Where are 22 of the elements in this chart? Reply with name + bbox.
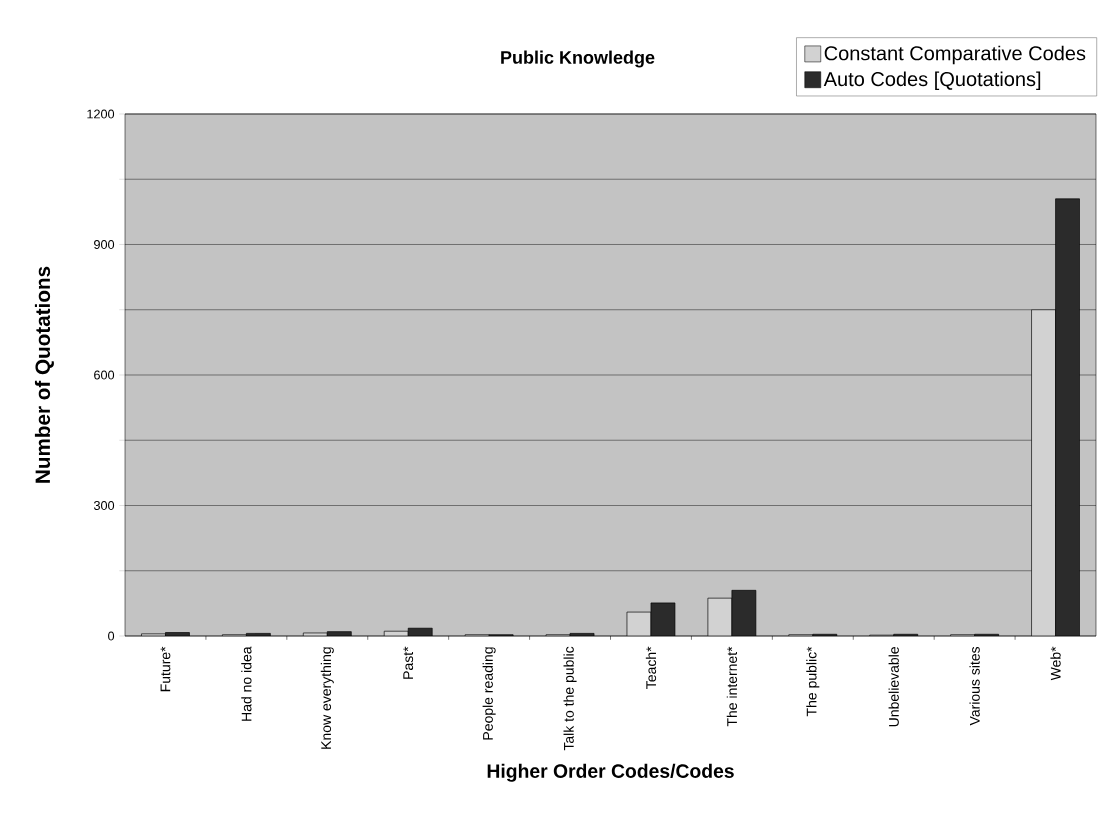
x-tick-label: Various sites: [969, 646, 980, 726]
x-tick-label: People reading: [482, 647, 496, 740]
x-axis-title: Higher Order Codes/Codes: [487, 763, 734, 782]
chart-title: Public Knowledge: [501, 50, 655, 68]
y-tick-label: 1200: [87, 109, 115, 119]
x-tick-label: Talk to the public: [563, 646, 577, 751]
x-tick-label: Unbelievable: [888, 647, 899, 727]
legend-label: Auto Codes [Quotations]: [823, 71, 1041, 91]
x-tick-label: The public*: [806, 646, 820, 717]
x-tick-label: Future*: [160, 646, 171, 692]
x-tick-label: Past*: [403, 646, 414, 679]
y-tick-label: 600: [94, 370, 115, 380]
y-axis-title: Number of Quotations: [34, 266, 54, 483]
y-tick-label: 300: [93, 501, 115, 510]
x-tick-label: The internet*: [726, 646, 738, 727]
x-tick-label: Web*: [1050, 646, 1061, 681]
y-tick-label: 900: [94, 240, 115, 249]
x-tick-label: Teach*: [645, 646, 657, 689]
x-tick-label: Had no idea: [241, 646, 252, 721]
legend-label: Constant Comparative Codes: [824, 45, 1086, 65]
x-tick-label: Know everything: [320, 647, 334, 749]
y-tick-label: 0: [108, 631, 115, 641]
